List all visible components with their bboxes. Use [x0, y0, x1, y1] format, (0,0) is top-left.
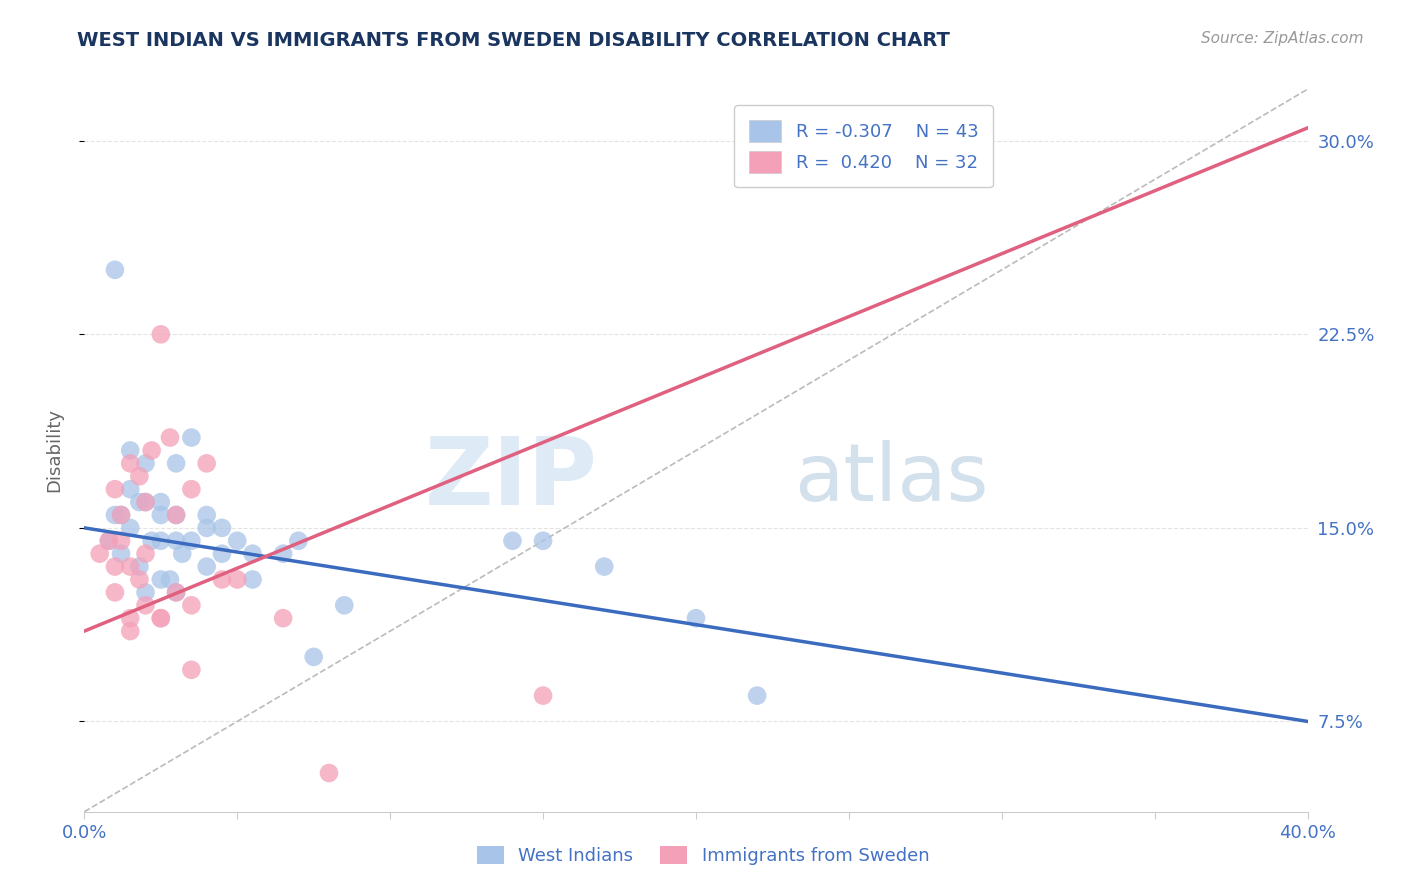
Text: WEST INDIAN VS IMMIGRANTS FROM SWEDEN DISABILITY CORRELATION CHART: WEST INDIAN VS IMMIGRANTS FROM SWEDEN DI… — [77, 31, 950, 50]
Point — [149, 508, 172, 522]
Point — [211, 547, 233, 561]
Point — [104, 585, 127, 599]
Point — [287, 533, 309, 548]
Point — [89, 547, 111, 561]
Point — [110, 533, 132, 548]
Point — [195, 456, 218, 470]
Point — [195, 521, 218, 535]
Point — [149, 573, 172, 587]
Point — [149, 611, 172, 625]
Point — [110, 508, 132, 522]
Point — [242, 547, 264, 561]
Point — [593, 559, 616, 574]
Point — [271, 611, 294, 625]
Point — [104, 482, 127, 496]
Point — [531, 533, 554, 548]
Point — [180, 482, 202, 496]
Text: ZIP: ZIP — [425, 434, 598, 525]
Text: Source: ZipAtlas.com: Source: ZipAtlas.com — [1201, 31, 1364, 46]
Point — [120, 456, 142, 470]
Point — [165, 585, 187, 599]
Point — [149, 327, 172, 342]
Point — [226, 573, 249, 587]
Point — [149, 611, 172, 625]
Point — [172, 547, 194, 561]
Point — [159, 573, 181, 587]
Point — [165, 508, 187, 522]
Point — [110, 508, 132, 522]
Point — [104, 559, 127, 574]
Point — [110, 547, 132, 561]
Point — [120, 559, 142, 574]
Point — [120, 521, 142, 535]
Point — [141, 443, 163, 458]
Legend: R = -0.307    N = 43, R =  0.420    N = 32: R = -0.307 N = 43, R = 0.420 N = 32 — [734, 105, 993, 187]
Point — [165, 456, 187, 470]
Point — [180, 663, 202, 677]
Point — [104, 263, 127, 277]
Point — [271, 547, 294, 561]
Point — [120, 611, 142, 625]
Point — [333, 599, 356, 613]
Point — [141, 533, 163, 548]
Point — [97, 533, 120, 548]
Point — [180, 533, 202, 548]
Point — [685, 611, 707, 625]
Point — [502, 533, 524, 548]
Point — [211, 521, 233, 535]
Point — [165, 508, 187, 522]
Point — [135, 495, 157, 509]
Point — [97, 533, 120, 548]
Point — [195, 508, 218, 522]
Point — [120, 482, 142, 496]
Point — [128, 573, 150, 587]
Point — [104, 508, 127, 522]
Y-axis label: Disability: Disability — [45, 409, 63, 492]
Point — [149, 533, 172, 548]
Point — [318, 766, 340, 780]
Point — [159, 431, 181, 445]
Point — [242, 573, 264, 587]
Point — [747, 689, 769, 703]
Point — [165, 533, 187, 548]
Point — [135, 599, 157, 613]
Text: atlas: atlas — [794, 441, 988, 518]
Point — [135, 547, 157, 561]
Legend: West Indians, Immigrants from Sweden: West Indians, Immigrants from Sweden — [468, 837, 938, 874]
Point — [226, 533, 249, 548]
Point — [120, 624, 142, 639]
Point — [302, 649, 325, 664]
Point — [180, 431, 202, 445]
Point — [195, 559, 218, 574]
Point — [149, 495, 172, 509]
Point — [128, 495, 150, 509]
Point — [120, 443, 142, 458]
Point — [135, 495, 157, 509]
Point — [180, 599, 202, 613]
Point — [211, 573, 233, 587]
Point — [135, 585, 157, 599]
Point — [165, 585, 187, 599]
Point — [128, 469, 150, 483]
Point — [128, 559, 150, 574]
Point — [531, 689, 554, 703]
Point — [135, 456, 157, 470]
